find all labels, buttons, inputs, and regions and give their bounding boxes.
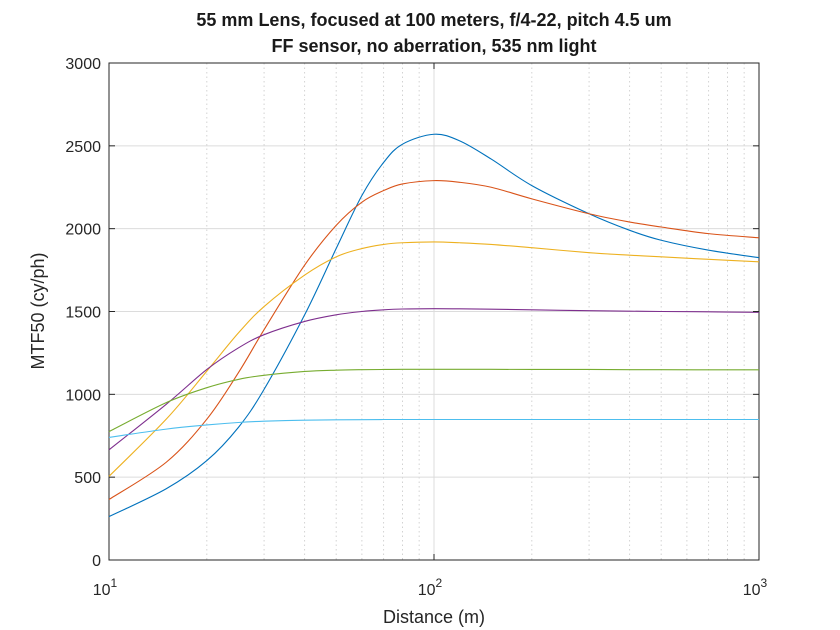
x-axis-label: Distance (m) <box>383 607 485 627</box>
y-axis-label: MTF50 (cy/ph) <box>28 252 48 369</box>
chart-subtitle: FF sensor, no aberration, 535 nm light <box>271 36 596 56</box>
y-tick-label: 2000 <box>65 222 101 239</box>
series-line-6 <box>108 418 759 438</box>
series-line-5 <box>108 368 760 433</box>
series-line-1 <box>108 133 760 518</box>
series-line-2 <box>108 180 760 500</box>
y-tick-label: 500 <box>74 470 101 487</box>
y-tick-label: 0 <box>92 553 101 570</box>
chart-title: 55 mm Lens, focused at 100 meters, f/4-2… <box>196 10 671 30</box>
axis-ticks: 101 102 103 0 500 1000 1500 2000 2500 3000 <box>65 56 767 599</box>
x-tick-label: 103 <box>743 576 768 599</box>
y-tick-label: 3000 <box>65 56 101 73</box>
series-line-3 <box>108 241 760 477</box>
series-line-4 <box>108 308 760 451</box>
x-tick-label: 101 <box>93 576 118 599</box>
y-tick-label: 1000 <box>65 387 101 404</box>
y-tick-label: 2500 <box>65 139 101 156</box>
x-tick-label: 102 <box>418 576 443 599</box>
series-layer <box>108 133 760 518</box>
y-tick-label: 1500 <box>65 305 101 322</box>
